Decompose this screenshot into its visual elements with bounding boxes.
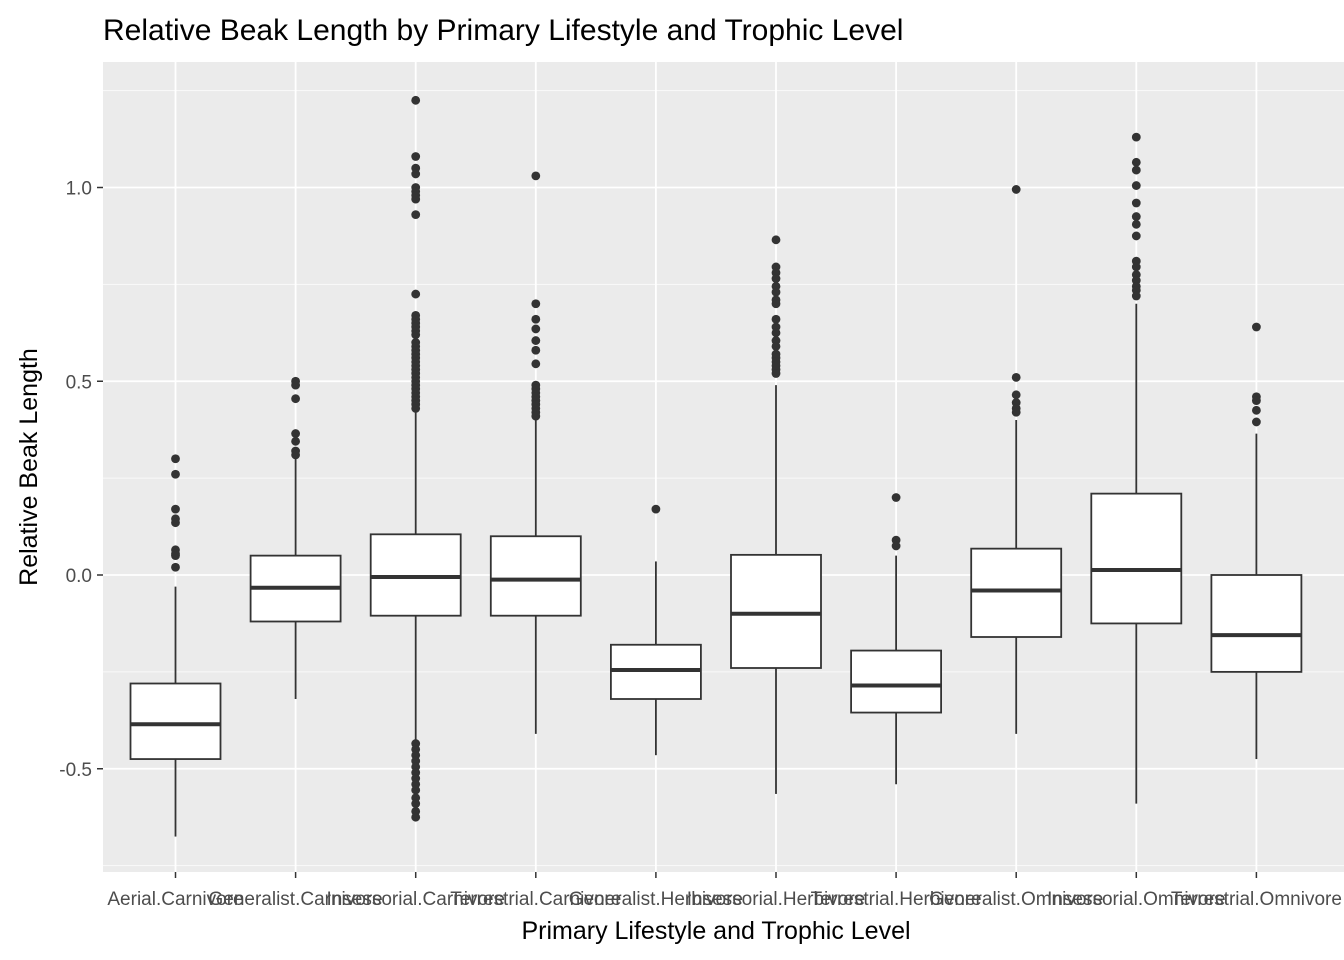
outlier-point (531, 411, 541, 421)
outlier-point (411, 289, 421, 299)
outlier-point (1011, 407, 1021, 417)
outlier-point (171, 518, 180, 528)
outlier-point (1011, 372, 1021, 382)
outlier-point (891, 493, 901, 502)
outlier-point (1131, 219, 1141, 229)
outlier-point (1252, 417, 1261, 427)
box-group (489, 171, 582, 734)
x-tick-label: Generalist.Omnivore (929, 889, 1103, 910)
chart-title: Relative Beak Length by Primary Lifestyl… (103, 14, 903, 47)
outlier-point (291, 380, 300, 390)
box-group (1210, 322, 1303, 760)
box-iqr (1210, 574, 1303, 673)
outlier-point (411, 785, 421, 795)
outlier-point (411, 194, 421, 204)
outlier-point (531, 359, 541, 369)
box-iqr (489, 535, 582, 617)
outlier-point (771, 235, 781, 245)
outlier-point (1252, 396, 1261, 406)
outlier-point (1131, 181, 1141, 190)
plot-panel (103, 62, 1344, 872)
box-iqr (1090, 492, 1183, 625)
outlier-point (171, 504, 180, 514)
outlier-point (1131, 198, 1141, 208)
outlier-point (771, 369, 781, 378)
outlier-point (1131, 157, 1141, 167)
outlier-point (1011, 185, 1021, 194)
box-group (249, 376, 342, 699)
y-axis-title: Relative Beak Length (15, 348, 43, 586)
x-tick-label: Terrestrial.Carnivore (450, 889, 621, 910)
box-iqr (850, 649, 942, 714)
x-tick-label: Terrestrial.Herbivore (811, 889, 982, 910)
outlier-point (171, 551, 180, 561)
box-group (730, 235, 822, 794)
outlier-point (771, 274, 781, 283)
outlier-point (171, 469, 180, 479)
outlier-point (771, 341, 781, 351)
outlier-point (531, 336, 541, 345)
outlier-point (1131, 291, 1141, 301)
outlier-point (531, 314, 541, 324)
outlier-point (771, 314, 781, 324)
outlier-point (291, 450, 300, 460)
outlier-point (411, 95, 421, 105)
outlier-point (1131, 132, 1141, 142)
box-group (610, 504, 702, 756)
box-iqr (970, 547, 1063, 638)
outlier-point (1131, 165, 1141, 175)
outlier-point (531, 299, 541, 309)
outlier-point (411, 799, 421, 809)
outlier-point (1131, 231, 1141, 241)
box-group (970, 185, 1063, 734)
outlier-point (291, 394, 300, 404)
x-tick-label: Generalist.Carnivore (208, 889, 382, 910)
outlier-point (1011, 390, 1021, 400)
outlier-point (291, 429, 300, 438)
outlier-point (411, 403, 421, 413)
outlier-point (411, 169, 421, 179)
x-axis-ticks: Aerial.CarnivoreGeneralist.CarnivoreInse… (107, 872, 1342, 910)
outlier-point (291, 436, 300, 446)
outlier-point (1252, 405, 1261, 415)
x-tick-label: Insessorial.Herbivore (687, 889, 865, 910)
outlier-point (531, 324, 541, 334)
y-tick-label: -0.5 (59, 760, 92, 781)
y-tick-label: 1.0 (66, 179, 92, 200)
y-axis-ticks: -0.5 0.0 0.5 1.0 (59, 179, 103, 781)
x-tick-label: Terrestrial.Omnivore (1171, 889, 1342, 910)
x-tick-label: Insessorial.Carnivore (326, 889, 504, 910)
box-group (369, 95, 462, 822)
box-group (850, 493, 942, 785)
outlier-point (531, 345, 541, 355)
outlier-point (771, 287, 781, 297)
x-tick-label: Aerial.Carnivore (107, 889, 243, 910)
outlier-point (1131, 262, 1141, 272)
box-group (1090, 132, 1183, 804)
outlier-point (171, 454, 180, 464)
outlier-point (411, 812, 421, 822)
box-group (129, 454, 222, 837)
outlier-point (891, 541, 901, 551)
outlier-point (171, 562, 180, 572)
outlier-point (1252, 322, 1261, 332)
boxplot-series (129, 95, 1303, 837)
outlier-point (771, 299, 781, 309)
outlier-point (771, 328, 781, 338)
x-tick-label: Insessorial.Omnivore (1047, 889, 1225, 910)
y-tick-label: 0.0 (66, 566, 92, 587)
x-axis-title: Primary Lifestyle and Trophic Level (521, 917, 910, 945)
outlier-point (1131, 212, 1141, 221)
box-iqr (730, 553, 822, 669)
outlier-point (411, 330, 421, 340)
outlier-point (411, 152, 421, 161)
box-iqr (129, 682, 222, 760)
outlier-point (531, 171, 541, 181)
outlier-point (411, 210, 421, 220)
outlier-point (651, 504, 661, 514)
y-tick-label: 0.5 (66, 372, 92, 393)
x-tick-label: Generalist.Herbivore (569, 889, 743, 910)
